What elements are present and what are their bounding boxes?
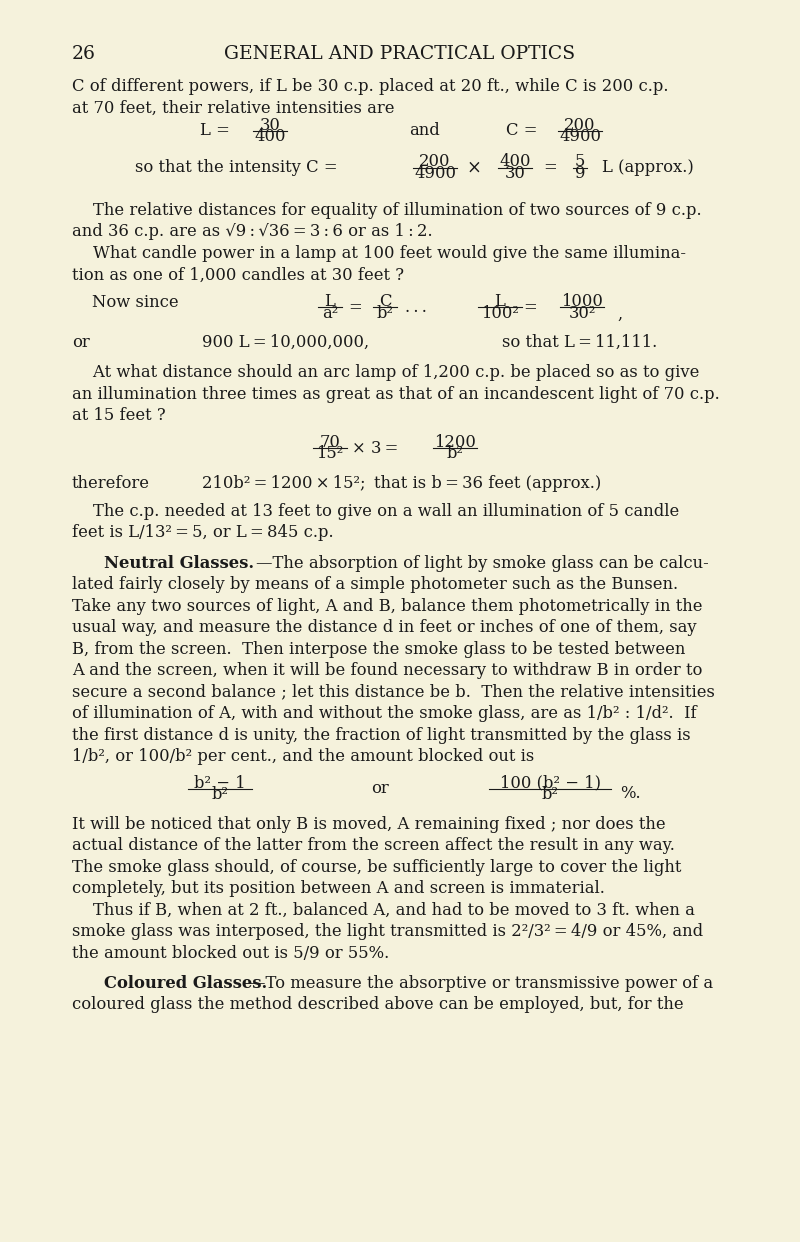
Text: =: = <box>348 299 362 315</box>
Text: so that the intensity C =: so that the intensity C = <box>135 159 338 176</box>
Text: the first distance d is unity, the fraction of light transmitted by the glass is: the first distance d is unity, the fract… <box>72 727 690 744</box>
Text: =: = <box>523 299 537 315</box>
Text: 30²: 30² <box>568 304 596 322</box>
Text: tion as one of 1,000 candles at 30 feet ?: tion as one of 1,000 candles at 30 feet … <box>72 267 404 283</box>
Text: 200: 200 <box>564 117 596 134</box>
Text: %.: %. <box>620 785 641 801</box>
Text: L (approx.): L (approx.) <box>602 159 694 176</box>
Text: 4900: 4900 <box>559 128 601 145</box>
Text: completely, but its position between A and screen is immaterial.: completely, but its position between A a… <box>72 881 605 897</box>
Text: b²: b² <box>211 786 229 804</box>
Text: C =: C = <box>506 123 538 139</box>
Text: At what distance should an arc lamp of 1,200 c.p. be placed so as to give: At what distance should an arc lamp of 1… <box>72 364 699 381</box>
Text: GENERAL AND PRACTICAL OPTICS: GENERAL AND PRACTICAL OPTICS <box>225 45 575 63</box>
Text: L: L <box>325 293 335 310</box>
Text: b²: b² <box>377 304 394 322</box>
Text: b²: b² <box>542 786 558 804</box>
Text: Thus if B, when at 2 ft., balanced A, and had to be moved to 3 ft. when a: Thus if B, when at 2 ft., balanced A, an… <box>72 902 695 919</box>
Text: so that L = 11,111.: so that L = 11,111. <box>502 334 658 351</box>
Text: C of different powers, if L be 30 c.p. placed at 20 ft., while C is 200 c.p.: C of different powers, if L be 30 c.p. p… <box>72 78 669 96</box>
Text: b²: b² <box>446 446 463 462</box>
Text: 400: 400 <box>499 153 530 170</box>
Text: 100 (b² − 1): 100 (b² − 1) <box>499 775 601 791</box>
Text: the amount blocked out is 5/9 or 55%.: the amount blocked out is 5/9 or 55%. <box>72 945 390 961</box>
Text: C: C <box>378 293 391 310</box>
Text: of illumination of A, with and without the smoke glass, are as 1/b² : 1/d².  If: of illumination of A, with and without t… <box>72 705 697 722</box>
Text: 1/b², or 100/b² per cent., and the amount blocked out is: 1/b², or 100/b² per cent., and the amoun… <box>72 748 534 765</box>
Text: therefore: therefore <box>72 474 150 492</box>
Text: b² − 1: b² − 1 <box>194 775 246 791</box>
Text: actual distance of the latter from the screen affect the result in any way.: actual distance of the latter from the s… <box>72 837 675 854</box>
Text: 1000: 1000 <box>561 293 603 310</box>
Text: 100²: 100² <box>481 304 519 322</box>
Text: Now since: Now since <box>92 294 178 312</box>
Text: smoke glass was interposed, the light transmitted is 2²/3² = 4/9 or 45%, and: smoke glass was interposed, the light tr… <box>72 923 703 940</box>
Text: coloured glass the method described above can be employed, but, for the: coloured glass the method described abov… <box>72 996 684 1013</box>
Text: 900 L = 10,000,000,: 900 L = 10,000,000, <box>202 334 369 351</box>
Text: feet is L/13² = 5, or L = 845 c.p.: feet is L/13² = 5, or L = 845 c.p. <box>72 524 334 542</box>
Text: —The absorption of light by smoke glass can be calcu-: —The absorption of light by smoke glass … <box>256 554 709 571</box>
Text: 4900: 4900 <box>414 165 456 181</box>
Text: 400: 400 <box>254 128 286 145</box>
Text: 5: 5 <box>575 153 585 170</box>
Text: or: or <box>371 780 389 797</box>
Text: and 36 c.p. are as √9 : √36 = 3 : 6 or as 1 : 2.: and 36 c.p. are as √9 : √36 = 3 : 6 or a… <box>72 224 433 241</box>
Text: secure a second balance ; let this distance be b.  Then the relative intensities: secure a second balance ; let this dista… <box>72 683 715 700</box>
Text: L =: L = <box>200 123 230 139</box>
Text: Take any two sources of light, A and B, balance them photometrically in the: Take any two sources of light, A and B, … <box>72 597 702 615</box>
Text: The c.p. needed at 13 feet to give on a wall an illumination of 5 candle: The c.p. needed at 13 feet to give on a … <box>72 503 679 520</box>
Text: at 70 feet, their relative intensities are: at 70 feet, their relative intensities a… <box>72 99 394 117</box>
Text: 15²: 15² <box>316 446 344 462</box>
Text: 70: 70 <box>319 433 341 451</box>
Text: × 3 =: × 3 = <box>352 440 398 457</box>
Text: 200: 200 <box>419 153 450 170</box>
Text: What candle power in a lamp at 100 feet would give the same illumina-: What candle power in a lamp at 100 feet … <box>72 245 686 262</box>
Text: at 15 feet ?: at 15 feet ? <box>72 407 166 425</box>
Text: ×: × <box>467 159 482 176</box>
Text: an illumination three times as great as that of an incandescent light of 70 c.p.: an illumination three times as great as … <box>72 386 720 402</box>
Text: 30: 30 <box>259 117 281 134</box>
Text: ,: , <box>617 307 622 323</box>
Text: The smoke glass should, of course, be sufficiently large to cover the light: The smoke glass should, of course, be su… <box>72 858 682 876</box>
Text: —To measure the absorptive or transmissive power of a: —To measure the absorptive or transmissi… <box>249 975 713 992</box>
Text: L: L <box>494 293 506 310</box>
Text: 210b² = 1200 × 15²;  that is b = 36 feet (approx.): 210b² = 1200 × 15²; that is b = 36 feet … <box>202 474 602 492</box>
Text: B, from the screen.  Then interpose the smoke glass to be tested between: B, from the screen. Then interpose the s… <box>72 641 686 657</box>
Text: 26: 26 <box>72 45 96 63</box>
Text: and: and <box>410 123 440 139</box>
Text: usual way, and measure the distance d in feet or inches of one of them, say: usual way, and measure the distance d in… <box>72 619 697 636</box>
Text: 30: 30 <box>505 165 526 181</box>
Text: =: = <box>543 159 557 176</box>
Text: a²: a² <box>322 304 338 322</box>
Text: It will be noticed that only B is moved, A remaining fixed ; nor does the: It will be noticed that only B is moved,… <box>72 816 666 833</box>
Text: 1200: 1200 <box>434 433 476 451</box>
Text: Coloured Glasses.: Coloured Glasses. <box>104 975 267 992</box>
Text: A and the screen, when it will be found necessary to withdraw B in order to: A and the screen, when it will be found … <box>72 662 702 679</box>
Text: 9: 9 <box>574 165 586 181</box>
Text: The relative distances for equality of illumination of two sources of 9 c.p.: The relative distances for equality of i… <box>72 202 702 219</box>
Text: or: or <box>72 334 90 351</box>
Text: lated fairly closely by means of a simple photometer such as the Bunsen.: lated fairly closely by means of a simpl… <box>72 576 678 592</box>
Text: Neutral Glasses.: Neutral Glasses. <box>104 554 254 571</box>
Text: . . .: . . . <box>405 299 427 315</box>
